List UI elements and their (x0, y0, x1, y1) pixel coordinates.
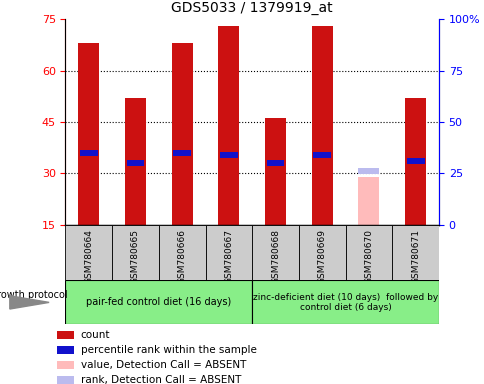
Bar (358, 168, 378, 174)
Text: GSM780671: GSM780671 (410, 229, 419, 284)
Bar (57, 376, 74, 384)
Bar (298, 225, 345, 280)
Bar (313, 152, 331, 158)
Bar (205, 225, 252, 280)
Text: value, Detection Call = ABSENT: value, Detection Call = ABSENT (80, 360, 245, 370)
Bar (358, 177, 378, 225)
Bar (252, 225, 298, 280)
Bar (266, 160, 284, 166)
Bar (126, 160, 144, 166)
Bar (80, 150, 98, 156)
Text: zinc-deficient diet (10 days)  followed by
control diet (6 days): zinc-deficient diet (10 days) followed b… (253, 293, 437, 312)
Bar (65, 280, 252, 324)
Text: GSM780665: GSM780665 (131, 229, 140, 284)
Bar (404, 98, 425, 225)
Bar (252, 280, 438, 324)
Bar (392, 225, 438, 280)
Bar (112, 225, 158, 280)
Bar (171, 43, 192, 225)
Bar (218, 26, 239, 225)
Text: count: count (80, 330, 110, 340)
Bar (78, 43, 99, 225)
Text: GSM780668: GSM780668 (271, 229, 279, 284)
Bar (158, 225, 205, 280)
Bar (65, 225, 112, 280)
Bar (57, 331, 74, 339)
Bar (311, 26, 332, 225)
Text: percentile rank within the sample: percentile rank within the sample (80, 345, 256, 355)
Text: growth protocol: growth protocol (0, 290, 68, 300)
Text: GSM780670: GSM780670 (363, 229, 373, 284)
Bar (219, 152, 237, 158)
Bar (57, 361, 74, 369)
Bar (57, 346, 74, 354)
Text: GSM780667: GSM780667 (224, 229, 233, 284)
Bar (264, 119, 286, 225)
Text: GSM780669: GSM780669 (317, 229, 326, 284)
Text: GSM780664: GSM780664 (84, 229, 93, 284)
Text: rank, Detection Call = ABSENT: rank, Detection Call = ABSENT (80, 375, 241, 384)
Bar (406, 158, 424, 164)
Bar (173, 150, 191, 156)
Title: GDS5033 / 1379919_at: GDS5033 / 1379919_at (171, 2, 333, 15)
Polygon shape (10, 296, 49, 309)
Bar (125, 98, 146, 225)
Bar (345, 225, 392, 280)
Text: GSM780666: GSM780666 (177, 229, 186, 284)
Text: pair-fed control diet (16 days): pair-fed control diet (16 days) (86, 297, 231, 308)
